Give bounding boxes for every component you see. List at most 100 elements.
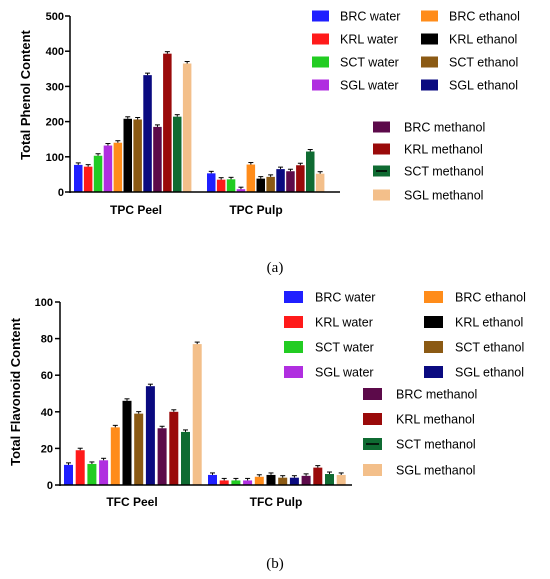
legend-swatch-krl-water: [284, 316, 303, 328]
y-axis-label: Total Phenol Content: [18, 29, 33, 159]
legend-swatch-krl-ethanol: [424, 316, 443, 328]
legend-swatch-sgl-methanol: [373, 189, 390, 201]
bar-tfc-peel-sgl-methanol: [192, 344, 202, 485]
bar-tpc-pulp-sgl-methanol: [315, 173, 325, 192]
y-tick-label: 80: [41, 334, 53, 346]
y-tick-label: 20: [41, 443, 53, 455]
legend-swatch-brc-methanol: [363, 388, 382, 400]
legend-label-sgl-methanol: SGL methanol: [396, 464, 475, 478]
legend-swatch-sct-ethanol: [424, 341, 443, 353]
bar-tfc-peel-krl-ethanol: [122, 400, 132, 485]
y-tick-label: 0: [47, 480, 53, 492]
legend-label-krl-ethanol: KRL ethanol: [455, 316, 523, 330]
bar-tpc-peel-krl-ethanol: [123, 118, 132, 192]
bar-tpc-pulp-krl-methanol: [296, 165, 305, 192]
bar-tpc-pulp-sgl-water: [236, 189, 246, 192]
bar-tfc-peel-sct-methanol: [181, 431, 190, 485]
bar-tpc-pulp-krl-water: [216, 179, 226, 192]
chart-a: 0 100 200 300 400 500 Total Phenol Content TP…: [18, 10, 520, 277]
legend-swatch-brc-ethanol: [421, 10, 438, 22]
bar-tpc-peel-krl-methanol: [163, 53, 172, 192]
legend-label-brc-water: BRC water: [340, 10, 400, 24]
bar-tpc-peel-sgl-methanol: [182, 63, 192, 192]
legend-swatch-brc-methanol: [373, 121, 390, 133]
bar-tfc-pulp-sgl-ethanol: [289, 477, 299, 485]
legend-label-sct-methanol: SCT methanol: [404, 165, 484, 179]
bar-tfc-pulp-krl-methanol: [313, 467, 323, 485]
bar-tpc-pulp-brc-methanol: [286, 171, 295, 192]
bar-tpc-peel-krl-water: [83, 166, 93, 192]
y-tick-label: 100: [35, 297, 53, 309]
bar-tfc-pulp-sct-methanol: [325, 474, 334, 485]
legend-label-sgl-ethanol: SGL ethanol: [449, 79, 518, 93]
legend-swatch-krl-ethanol: [421, 33, 438, 45]
bar-tfc-peel-brc-ethanol: [110, 427, 120, 485]
legend-label-sgl-methanol: SGL methanol: [404, 189, 483, 203]
y-axis-label: Total Flavonoid Content: [8, 317, 23, 465]
bar-tpc-peel-brc-water: [74, 164, 83, 192]
y-tick-label: 200: [46, 117, 64, 129]
bar-tpc-peel-sct-ethanol: [133, 119, 142, 192]
legend-swatch-sgl-methanol: [363, 464, 382, 476]
legend-label-sct-water: SCT water: [340, 56, 399, 70]
legend-swatch-krl-methanol: [363, 413, 382, 425]
bars: [64, 341, 346, 485]
y-tick-label: 0: [58, 187, 64, 199]
category-label-pulp: TFC Pulp: [250, 495, 303, 509]
bars: [74, 51, 325, 192]
y-tick-label: 40: [41, 407, 53, 419]
legend-swatch-krl-water: [312, 33, 329, 45]
bar-tpc-pulp-sct-ethanol: [266, 176, 275, 192]
bar-tpc-pulp-sgl-ethanol: [276, 169, 285, 192]
legend-label-sgl-water: SGL water: [340, 79, 399, 93]
category-label-peel: TFC Peel: [106, 495, 157, 509]
chart-b: 0 20 40 60 80 100 Total Flavonoid Content TFC…: [8, 291, 526, 573]
legend-swatch-sgl-ethanol: [421, 79, 438, 91]
legend-label-krl-methanol: KRL methanol: [404, 143, 483, 157]
bar-tpc-peel-sct-methanol: [173, 116, 182, 192]
bar-tfc-peel-krl-water: [75, 450, 85, 485]
category-label-peel: TPC Peel: [110, 203, 162, 217]
legend-swatch-krl-methanol: [373, 143, 390, 155]
legend-label-sct-ethanol: SCT ethanol: [455, 341, 524, 355]
caption-a: (a): [267, 260, 284, 276]
y-tick-label: 500: [46, 11, 64, 23]
legend-swatch-sct-water: [312, 56, 329, 68]
legend: BRC water KRL water SCT water SGL water BRC …: [284, 291, 526, 478]
legend-swatch-brc-ethanol: [424, 291, 443, 303]
bar-tfc-peel-sgl-water: [99, 460, 109, 485]
legend-swatch-brc-water: [312, 10, 329, 22]
bar-tfc-pulp-brc-water: [208, 474, 217, 485]
bar-tpc-peel-brc-ethanol: [113, 142, 123, 192]
bar-tfc-pulp-brc-ethanol: [254, 476, 264, 485]
legend-label-krl-water: KRL water: [340, 33, 398, 47]
y-tick-label: 60: [41, 370, 53, 382]
bar-tfc-pulp-brc-methanol: [301, 475, 311, 485]
bar-tpc-pulp-sct-methanol: [306, 151, 315, 192]
y-tick-label: 300: [46, 81, 64, 93]
legend-label-brc-methanol: BRC methanol: [404, 121, 485, 135]
legend-swatch-sct-ethanol: [421, 56, 438, 68]
legend-label-sgl-water: SGL water: [315, 366, 374, 380]
bar-tfc-peel-krl-methanol: [169, 411, 179, 485]
category-label-pulp: TPC Pulp: [229, 203, 282, 217]
bar-tpc-pulp-brc-ethanol: [246, 164, 256, 192]
y-axis-ticks: 0 20 40 60 80 100: [35, 297, 60, 492]
bar-tfc-peel-brc-methanol: [157, 428, 167, 485]
bar-tfc-peel-sgl-ethanol: [145, 386, 155, 485]
legend-swatch-sct-water: [284, 341, 303, 353]
legend-label-krl-water: KRL water: [315, 316, 373, 330]
bar-tpc-peel-sgl-water: [103, 145, 113, 192]
bar-tpc-peel-brc-methanol: [153, 126, 162, 192]
y-axis-ticks: 0 100 200 300 400 500: [46, 11, 70, 199]
bar-tpc-peel-sgl-ethanol: [143, 75, 152, 192]
legend-label-brc-methanol: BRC methanol: [396, 388, 477, 402]
legend-label-krl-ethanol: KRL ethanol: [449, 33, 517, 47]
bar-tfc-pulp-krl-water: [219, 480, 229, 485]
bar-tfc-peel-brc-water: [64, 464, 73, 485]
bar-tfc-pulp-sgl-water: [243, 480, 253, 485]
bar-tfc-pulp-sct-water: [231, 480, 241, 485]
legend-label-brc-ethanol: BRC ethanol: [455, 291, 526, 305]
legend-label-krl-methanol: KRL methanol: [396, 413, 475, 427]
